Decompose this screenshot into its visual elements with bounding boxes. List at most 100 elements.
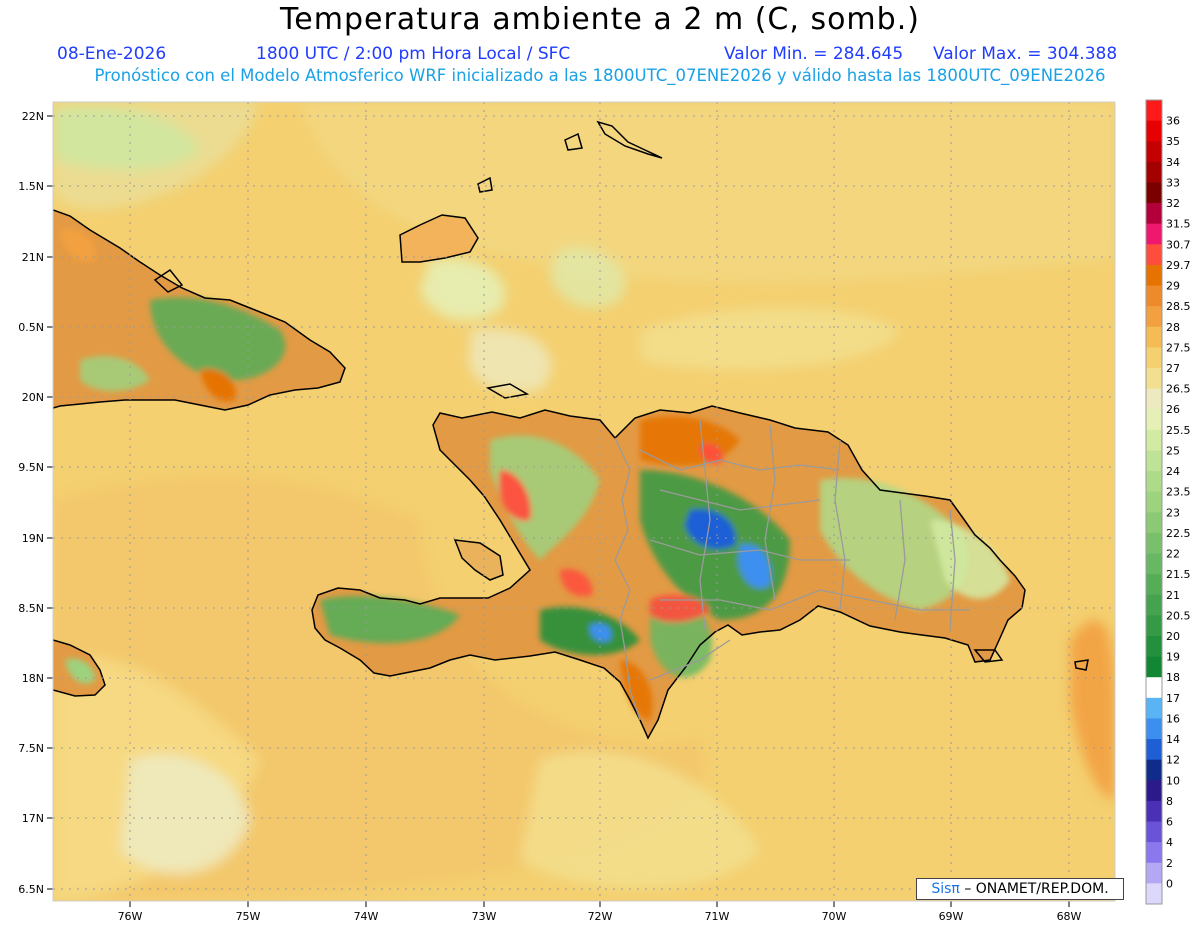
lat-label: 21N: [22, 251, 44, 264]
color-swatch: [1146, 347, 1162, 369]
lat-label: 0.5N: [18, 321, 44, 334]
graticule: [53, 102, 1115, 901]
sispi-logo: Sisπ: [931, 881, 960, 897]
color-swatch: [1146, 553, 1162, 575]
color-swatch: [1146, 223, 1162, 245]
lat-label: 17N: [22, 812, 44, 825]
temperature-field: [53, 102, 1115, 901]
color-swatch: [1146, 800, 1162, 823]
lat-label: 8.5N: [18, 602, 44, 615]
color-swatch: [1146, 594, 1162, 616]
color-legend-label: 2: [1166, 857, 1173, 870]
color-legend-label: 22: [1166, 548, 1180, 561]
forecast-time: 1800 UTC / 2:00 pm Hora Local / SFC: [256, 44, 571, 64]
color-swatch: [1146, 697, 1162, 719]
color-legend-label: 23: [1166, 506, 1180, 519]
color-swatch: [1146, 615, 1162, 637]
plot-frame: [52, 101, 1116, 902]
color-legend-label: 26.5: [1166, 383, 1191, 396]
color-legend-label: 4: [1166, 836, 1173, 849]
color-swatch: [1146, 656, 1162, 678]
axis-ticks: [47, 115, 1070, 907]
color-swatch: [1146, 161, 1162, 183]
color-swatch: [1146, 532, 1162, 555]
color-swatch: [1146, 203, 1162, 225]
color-legend-label: 35: [1166, 135, 1180, 148]
color-swatch: [1146, 739, 1162, 761]
lat-label: 9.5N: [18, 461, 44, 474]
color-swatch: [1146, 120, 1162, 142]
color-swatch: [1146, 512, 1162, 534]
color-swatch: [1146, 429, 1162, 451]
color-swatch: [1146, 677, 1162, 699]
color-swatch: [1146, 100, 1162, 122]
color-legend-label: 18: [1166, 671, 1180, 684]
lat-label: 6.5N: [18, 883, 44, 896]
color-swatch: [1146, 244, 1162, 266]
color-swatch: [1146, 182, 1162, 204]
lat-label: 20N: [22, 391, 44, 404]
color-swatch: [1146, 368, 1162, 390]
color-legend-label: 33: [1166, 176, 1180, 189]
color-swatch: [1146, 574, 1162, 596]
lon-label: 74W: [354, 910, 379, 923]
province-boundaries: [614, 419, 970, 721]
lat-label: 19N: [22, 532, 44, 545]
color-legend-label: 31.5: [1166, 218, 1191, 231]
color-legend-label: 36: [1166, 115, 1180, 128]
color-legend-label: 29.7: [1166, 259, 1191, 272]
color-swatch: [1146, 388, 1162, 410]
color-swatch: [1146, 306, 1162, 328]
color-legend-label: 21.5: [1166, 568, 1191, 581]
haiti-dr-land-field: [312, 406, 1025, 738]
color-legend-label: 25: [1166, 444, 1180, 457]
color-legend-label: 20: [1166, 630, 1180, 643]
color-legend-label: 14: [1166, 733, 1180, 746]
color-legend-label: 0: [1166, 877, 1173, 890]
map-title: Temperatura ambiente a 2 m (C, somb.): [280, 2, 920, 37]
color-swatch: [1146, 780, 1162, 802]
color-swatch: [1146, 636, 1162, 658]
lon-label: 76W: [118, 910, 143, 923]
color-swatch: [1146, 409, 1162, 431]
color-legend-label: 28.5: [1166, 300, 1191, 313]
color-legend-label: 10: [1166, 774, 1180, 787]
lon-label: 68W: [1057, 910, 1082, 923]
forecast-date: 08-Ene-2026: [57, 44, 167, 64]
color-swatch: [1146, 264, 1162, 287]
color-swatch: [1146, 842, 1162, 864]
latitude-labels: 22N 1.5N 21N 0.5N 20N 9.5N 19N 8.5N 18N …: [18, 110, 44, 896]
coastlines: [53, 120, 1089, 740]
color-legend: 363534333231.530.729.72928.52827.52726.5…: [1145, 99, 1191, 905]
min-value: Valor Min. = 284.645: [724, 44, 904, 64]
color-legend-label: 26: [1166, 403, 1180, 416]
color-legend-label: 25.5: [1166, 424, 1191, 437]
color-legend-label: 30.7: [1166, 238, 1191, 251]
color-legend-label: 17: [1166, 692, 1180, 705]
color-swatch: [1146, 759, 1162, 781]
cuba-land-field: [53, 210, 345, 410]
color-legend-label: 21: [1166, 589, 1180, 602]
max-value: Valor Max. = 304.388: [933, 44, 1118, 64]
lon-label: 75W: [236, 910, 261, 923]
color-legend-label: 19: [1166, 651, 1180, 664]
lat-label: 22N: [22, 110, 44, 123]
credit-box: Sisπ – ONAMET/REP.DOM.: [916, 878, 1124, 900]
color-swatch: [1146, 821, 1162, 843]
color-legend-label: 32: [1166, 197, 1180, 210]
color-swatch: [1146, 491, 1162, 513]
color-legend-label: 27: [1166, 362, 1180, 375]
lat-label: 7.5N: [18, 742, 44, 755]
color-legend-frame: [1145, 99, 1163, 905]
color-legend-label: 12: [1166, 754, 1180, 767]
lat-label: 1.5N: [18, 180, 44, 193]
color-legend-label: 27.5: [1166, 341, 1191, 354]
lat-label: 18N: [22, 672, 44, 685]
color-legend-label: 8: [1166, 795, 1173, 808]
color-legend-label: 16: [1166, 712, 1180, 725]
lon-label: 72W: [588, 910, 613, 923]
color-legend-label: 29: [1166, 280, 1180, 293]
inagua-land-field: [400, 215, 478, 262]
color-legend-label: 22.5: [1166, 527, 1191, 540]
